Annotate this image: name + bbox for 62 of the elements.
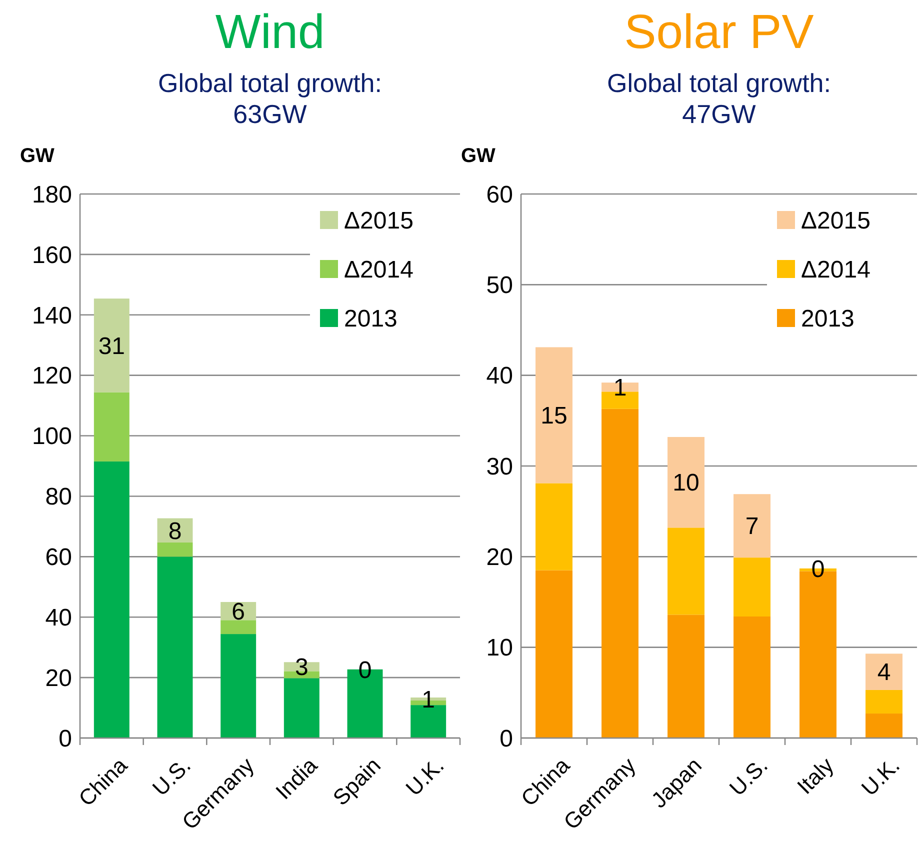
y-tick-label: 80	[45, 484, 72, 511]
data-label: 15	[540, 402, 568, 430]
legend-label: 2013	[801, 305, 854, 332]
bar	[536, 483, 572, 570]
data-label: 3	[294, 654, 308, 682]
y-tick-label: 120	[32, 362, 72, 390]
x-tick-label: U.S.	[724, 752, 772, 801]
bar	[866, 690, 902, 714]
y-tick-label: 100	[32, 423, 72, 450]
legend-label: 2013	[344, 305, 398, 332]
y-tick-label: 10	[486, 634, 513, 662]
legend-label: Δ2014	[801, 256, 870, 284]
y-axis-title: GW	[461, 145, 496, 167]
bar	[602, 408, 638, 738]
legend-label: Δ2015	[344, 207, 414, 234]
y-tick-label: 0	[58, 725, 72, 752]
x-tick-label: U.K.	[856, 752, 904, 801]
bar	[866, 654, 902, 690]
chart-title: Wind	[215, 6, 325, 59]
x-tick-label: U.K.	[400, 752, 449, 801]
data-label: 10	[672, 470, 700, 497]
x-tick-label: Italy	[792, 752, 838, 799]
bar	[94, 392, 130, 462]
bar	[668, 436, 704, 528]
bar	[734, 494, 770, 558]
y-tick-label: 140	[32, 302, 72, 330]
bar	[734, 616, 770, 738]
y-tick-label: 60	[486, 181, 513, 208]
bar	[284, 678, 320, 738]
chart-subtitle: Global total growth: 63GW	[158, 68, 382, 129]
bar	[157, 542, 193, 557]
y-tick-label: 0	[500, 725, 513, 752]
y-tick-label: 180	[32, 181, 72, 208]
y-tick-label: 50	[486, 272, 513, 300]
bar	[734, 558, 770, 617]
y-tick-label: 20	[486, 544, 513, 572]
bar	[94, 461, 130, 738]
legend-label: Δ2015	[801, 207, 870, 234]
y-tick-label: 30	[486, 453, 513, 480]
bar	[668, 528, 704, 615]
y-tick-label: 40	[486, 362, 513, 390]
y-axis-title: GW	[20, 145, 55, 167]
chart-title: Solar PV	[624, 6, 814, 59]
bar	[220, 634, 256, 738]
y-tick-label: 60	[45, 544, 72, 572]
chart-subtitle: Global total growth: 47GW	[606, 68, 832, 129]
bar	[668, 614, 704, 738]
y-tick-label: 160	[32, 242, 72, 269]
data-label: 31	[98, 332, 126, 360]
bar	[866, 714, 902, 738]
bar	[94, 298, 130, 392]
legend-label: Δ2014	[344, 256, 414, 284]
data-label: 7	[745, 513, 759, 540]
data-label: 8	[168, 518, 182, 545]
bar	[536, 570, 572, 738]
data-label: 4	[877, 659, 891, 686]
data-label: 6	[232, 598, 246, 626]
bar	[220, 620, 256, 634]
bar	[157, 556, 193, 738]
y-tick-label: 40	[45, 604, 72, 632]
bar	[536, 347, 572, 484]
y-tick-label: 20	[45, 664, 72, 692]
